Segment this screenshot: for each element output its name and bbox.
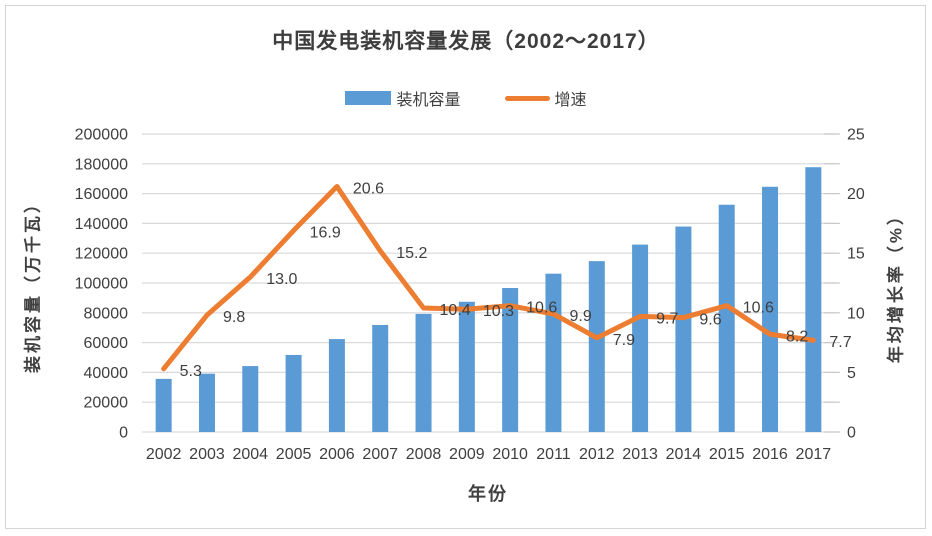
x-axis-label: 2003 bbox=[189, 446, 225, 463]
y2-axis-label: 15 bbox=[847, 246, 865, 263]
x-axis-title: 年份 bbox=[468, 484, 508, 504]
bar-2009 bbox=[458, 301, 475, 432]
growth-line bbox=[161, 183, 816, 372]
y2-axis-label: 20 bbox=[847, 186, 865, 203]
x-axis-label: 2011 bbox=[536, 446, 571, 463]
bar-2014 bbox=[675, 226, 692, 432]
line-data-label: 10.6 bbox=[526, 300, 557, 317]
line-data-label: 7.7 bbox=[829, 334, 851, 351]
bar-2011 bbox=[545, 273, 562, 432]
x-axis-label: 2002 bbox=[146, 446, 182, 463]
line-data-label: 13.0 bbox=[266, 271, 297, 288]
line-data-label: 8.2 bbox=[786, 328, 808, 345]
y-axis-label: 200000 bbox=[75, 127, 128, 144]
bar-2002 bbox=[155, 378, 172, 432]
bar-2005 bbox=[285, 354, 302, 432]
bar-2017 bbox=[805, 167, 822, 432]
x-axis-label: 2005 bbox=[276, 446, 312, 463]
y-axis-label: 0 bbox=[119, 425, 128, 442]
y-axis-label: 80000 bbox=[84, 305, 129, 322]
line-data-label: 15.2 bbox=[396, 245, 427, 262]
line-data-label: 9.9 bbox=[569, 308, 591, 325]
x-axis-label: 2014 bbox=[666, 446, 702, 463]
line-data-label: 10.4 bbox=[440, 302, 471, 319]
y-axis-label: 180000 bbox=[75, 156, 128, 173]
y2-axis-label: 25 bbox=[847, 127, 865, 144]
chart-title: 中国发电装机容量发展（2002～2017） bbox=[272, 30, 660, 53]
bar-2010 bbox=[502, 288, 519, 432]
bar-2015 bbox=[718, 204, 735, 432]
line-data-label: 10.6 bbox=[743, 300, 774, 317]
x-axis-label: 2017 bbox=[796, 446, 832, 463]
x-axis-label: 2009 bbox=[449, 446, 485, 463]
line-data-label: 16.9 bbox=[310, 225, 341, 242]
x-axis-label: 2010 bbox=[492, 446, 528, 463]
bar-2008 bbox=[415, 313, 432, 432]
y-axis-label: 60000 bbox=[84, 335, 129, 352]
chart-border bbox=[5, 5, 926, 529]
legend-line-label: 增速 bbox=[554, 92, 587, 109]
y2-axis-label: 10 bbox=[847, 305, 865, 322]
y-axis-label: 120000 bbox=[75, 246, 128, 263]
line-data-label: 9.8 bbox=[223, 309, 245, 326]
y-axis-label: 140000 bbox=[75, 216, 128, 233]
y-axis-label: 160000 bbox=[75, 186, 128, 203]
x-axis-label: 2013 bbox=[622, 446, 658, 463]
bar-2007 bbox=[372, 324, 389, 432]
line-data-label: 9.6 bbox=[699, 312, 721, 329]
y2-axis-label: 5 bbox=[847, 365, 856, 382]
x-axis-label: 2004 bbox=[232, 446, 268, 463]
bar-2006 bbox=[328, 339, 345, 432]
bar-2003 bbox=[198, 373, 215, 432]
bar-2013 bbox=[632, 244, 649, 432]
x-axis-label: 2007 bbox=[362, 446, 398, 463]
legend-line-swatch bbox=[504, 95, 550, 101]
bar-2012 bbox=[588, 261, 605, 432]
y-axis-label: 20000 bbox=[84, 395, 129, 412]
x-axis-label: 2016 bbox=[752, 446, 788, 463]
legend: 装机容量 增速 bbox=[0, 86, 932, 110]
y2-axis-label: 0 bbox=[847, 425, 856, 442]
legend-bar-label: 装机容量 bbox=[396, 92, 461, 109]
x-axis-label: 2008 bbox=[406, 446, 442, 463]
legend-bar-swatch bbox=[345, 91, 392, 105]
line-data-label: 20.6 bbox=[353, 180, 384, 197]
x-axis-label: 2006 bbox=[319, 446, 355, 463]
line-data-label: 7.9 bbox=[613, 332, 635, 349]
y-axis-label: 100000 bbox=[75, 276, 128, 293]
y-axis-label: 40000 bbox=[84, 365, 129, 382]
x-axis-label: 2012 bbox=[579, 446, 615, 463]
bar-2016 bbox=[762, 186, 779, 432]
x-axis-label: 2015 bbox=[709, 446, 745, 463]
line-data-label: 9.7 bbox=[656, 310, 678, 327]
bar-2004 bbox=[242, 366, 259, 432]
line-data-label: 5.3 bbox=[180, 363, 202, 380]
line-data-label: 10.3 bbox=[483, 303, 514, 320]
